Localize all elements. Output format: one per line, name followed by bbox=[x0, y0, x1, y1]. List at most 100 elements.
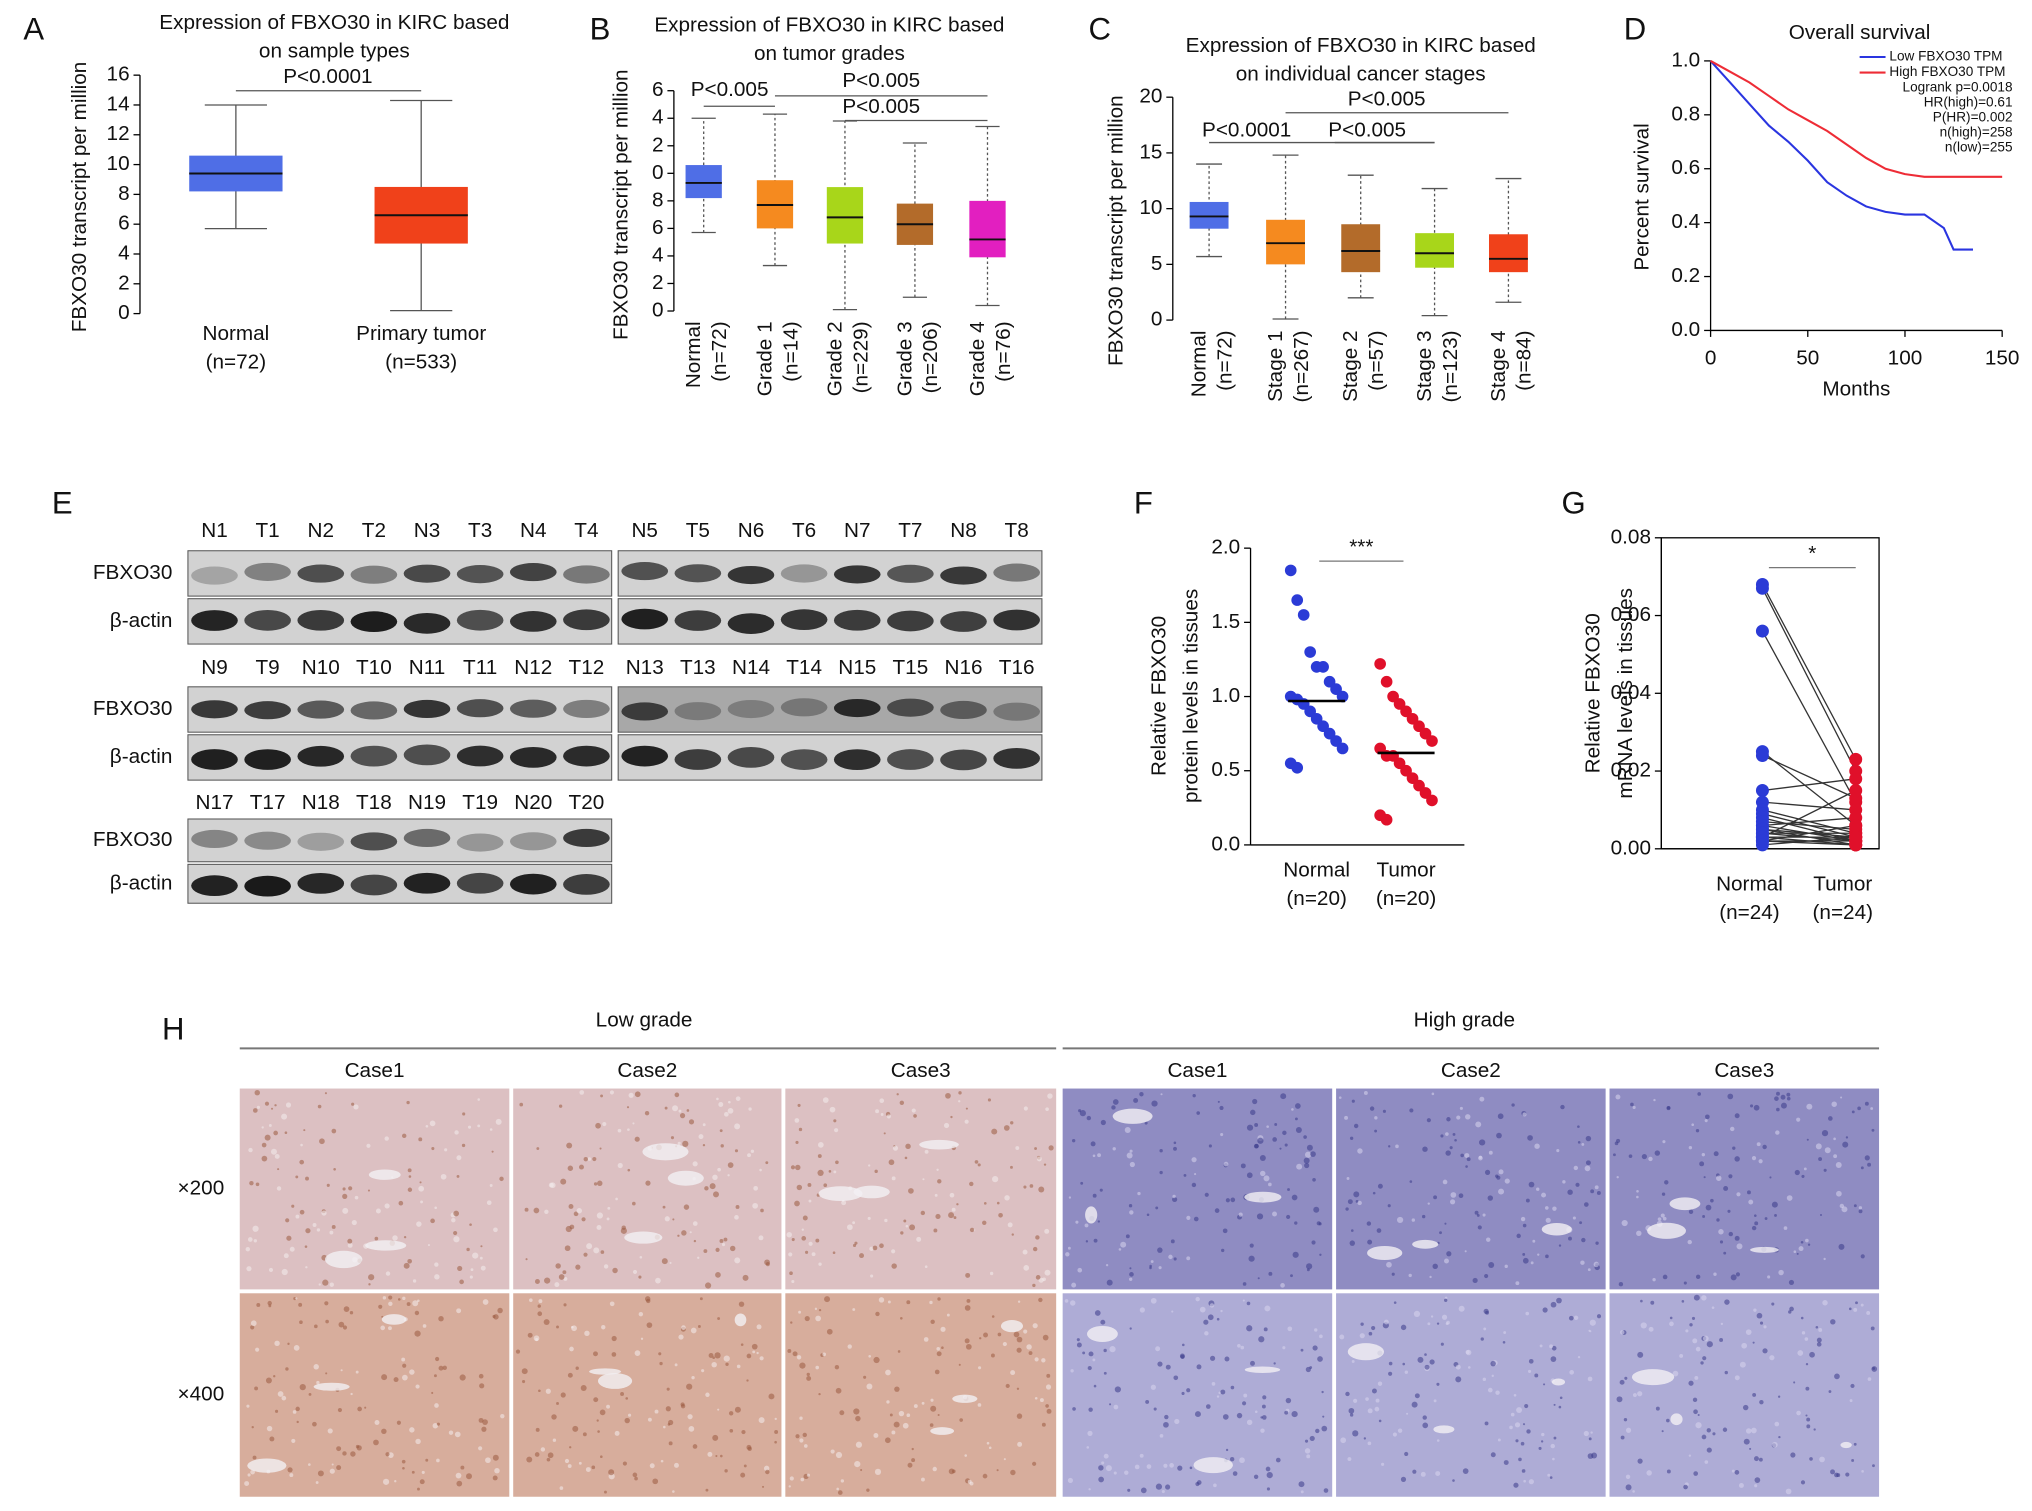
ihc-texture bbox=[1103, 1371, 1107, 1375]
ihc-texture bbox=[1695, 1128, 1700, 1133]
ihc-texture bbox=[1648, 1156, 1653, 1162]
ihc-texture bbox=[715, 1272, 721, 1278]
ihc-texture bbox=[406, 1100, 410, 1105]
blot-band bbox=[887, 749, 934, 770]
ihc-texture bbox=[274, 1153, 280, 1159]
ihc-texture bbox=[1466, 1157, 1471, 1162]
ihc-texture bbox=[351, 1102, 355, 1106]
ihc-texture bbox=[1573, 1165, 1579, 1171]
blot-band bbox=[674, 564, 722, 583]
ihc-texture bbox=[1126, 1152, 1133, 1159]
ihc-texture bbox=[264, 1101, 270, 1106]
ihc-texture bbox=[1838, 1243, 1845, 1250]
ihc-texture bbox=[1076, 1338, 1080, 1342]
ihc-texture bbox=[1618, 1282, 1624, 1287]
x-tick-label: (n=72) bbox=[1213, 330, 1236, 390]
ihc-texture bbox=[725, 1362, 729, 1366]
ihc-texture bbox=[1585, 1135, 1592, 1142]
blot-band bbox=[350, 611, 398, 633]
ihc-texture bbox=[748, 1107, 752, 1111]
ihc-texture bbox=[982, 1220, 987, 1225]
ihc-texture bbox=[1713, 1272, 1717, 1276]
ihc-texture bbox=[1388, 1145, 1391, 1148]
ihc-texture bbox=[891, 1176, 896, 1181]
ihc-texture bbox=[1280, 1283, 1285, 1288]
lane-label: T2 bbox=[362, 519, 386, 542]
ihc-texture bbox=[1449, 1146, 1453, 1150]
ihc-texture bbox=[709, 1183, 716, 1190]
ihc-texture bbox=[281, 1268, 288, 1276]
panel-label: F bbox=[1134, 486, 1153, 521]
ihc-texture bbox=[556, 1325, 559, 1329]
ihc-texture bbox=[1284, 1410, 1289, 1415]
ihc-texture bbox=[794, 1118, 800, 1123]
ihc-texture bbox=[1735, 1272, 1741, 1277]
ihc-texture bbox=[1836, 1190, 1842, 1197]
ihc-texture bbox=[265, 1377, 272, 1384]
ihc-texture bbox=[911, 1458, 916, 1463]
y-tick-label: 2 bbox=[118, 271, 130, 294]
ihc-texture bbox=[1371, 1325, 1376, 1331]
ihc-texture bbox=[627, 1128, 630, 1131]
blot-band bbox=[509, 747, 557, 768]
chart-title: on individual cancer stages bbox=[1236, 63, 1486, 86]
ihc-texture bbox=[1353, 1398, 1358, 1403]
ihc-texture bbox=[1139, 1307, 1145, 1313]
ihc-texture bbox=[1769, 1176, 1772, 1179]
ihc-texture bbox=[277, 1168, 280, 1171]
ihc-texture bbox=[1510, 1412, 1515, 1417]
ihc-texture bbox=[1246, 1325, 1253, 1332]
ihc-texture bbox=[1518, 1457, 1522, 1462]
ihc-texture bbox=[817, 1142, 824, 1148]
ihc-texture bbox=[1411, 1218, 1416, 1222]
ihc-texture bbox=[340, 1369, 343, 1372]
lane-label: T1 bbox=[256, 519, 280, 542]
ihc-texture bbox=[945, 1092, 951, 1099]
ihc-texture bbox=[1666, 1469, 1671, 1474]
ihc-texture bbox=[1150, 1260, 1154, 1263]
ihc-texture bbox=[1350, 1229, 1354, 1232]
ihc-lumen bbox=[1412, 1239, 1439, 1249]
ihc-texture bbox=[515, 1349, 521, 1354]
ihc-texture bbox=[1348, 1407, 1355, 1414]
ihc-texture bbox=[1195, 1481, 1200, 1487]
ihc-texture bbox=[1842, 1141, 1849, 1148]
ihc-texture bbox=[1620, 1435, 1625, 1440]
ihc-texture bbox=[1640, 1322, 1647, 1329]
ihc-texture bbox=[719, 1129, 723, 1133]
ihc-texture bbox=[273, 1375, 276, 1378]
ihc-texture bbox=[815, 1365, 820, 1370]
ihc-texture bbox=[734, 1123, 741, 1130]
ihc-texture bbox=[1695, 1346, 1701, 1352]
ihc-texture bbox=[1393, 1301, 1397, 1304]
dot bbox=[1849, 752, 1863, 766]
ihc-texture bbox=[1291, 1410, 1298, 1418]
ihc-texture bbox=[1748, 1199, 1754, 1205]
ihc-texture bbox=[1237, 1343, 1241, 1348]
ihc-texture bbox=[326, 1183, 330, 1187]
ihc-texture bbox=[622, 1461, 627, 1466]
ihc-texture bbox=[1550, 1301, 1557, 1308]
ihc-texture bbox=[738, 1301, 745, 1307]
ihc-texture bbox=[1497, 1113, 1504, 1120]
ihc-texture bbox=[1857, 1106, 1861, 1111]
ihc-texture bbox=[786, 1231, 792, 1238]
ihc-texture bbox=[1870, 1107, 1874, 1110]
ihc-texture bbox=[750, 1149, 755, 1153]
ihc-texture bbox=[1129, 1210, 1134, 1215]
ihc-texture bbox=[597, 1180, 603, 1186]
y-axis-label: FBXO30 transcript per million bbox=[1105, 95, 1128, 366]
ihc-texture bbox=[1796, 1410, 1801, 1416]
blot-band bbox=[621, 702, 669, 721]
ihc-texture bbox=[1417, 1356, 1424, 1363]
ihc-texture bbox=[717, 1408, 720, 1411]
blot-band bbox=[674, 749, 722, 770]
ihc-texture bbox=[1129, 1272, 1134, 1277]
ihc-texture bbox=[937, 1413, 940, 1417]
ihc-texture bbox=[1306, 1268, 1310, 1272]
ihc-texture bbox=[575, 1366, 579, 1370]
ihc-texture bbox=[1839, 1203, 1845, 1209]
ihc-lumen bbox=[381, 1314, 407, 1325]
ihc-texture bbox=[1016, 1387, 1020, 1390]
ihc-texture bbox=[1041, 1422, 1046, 1427]
